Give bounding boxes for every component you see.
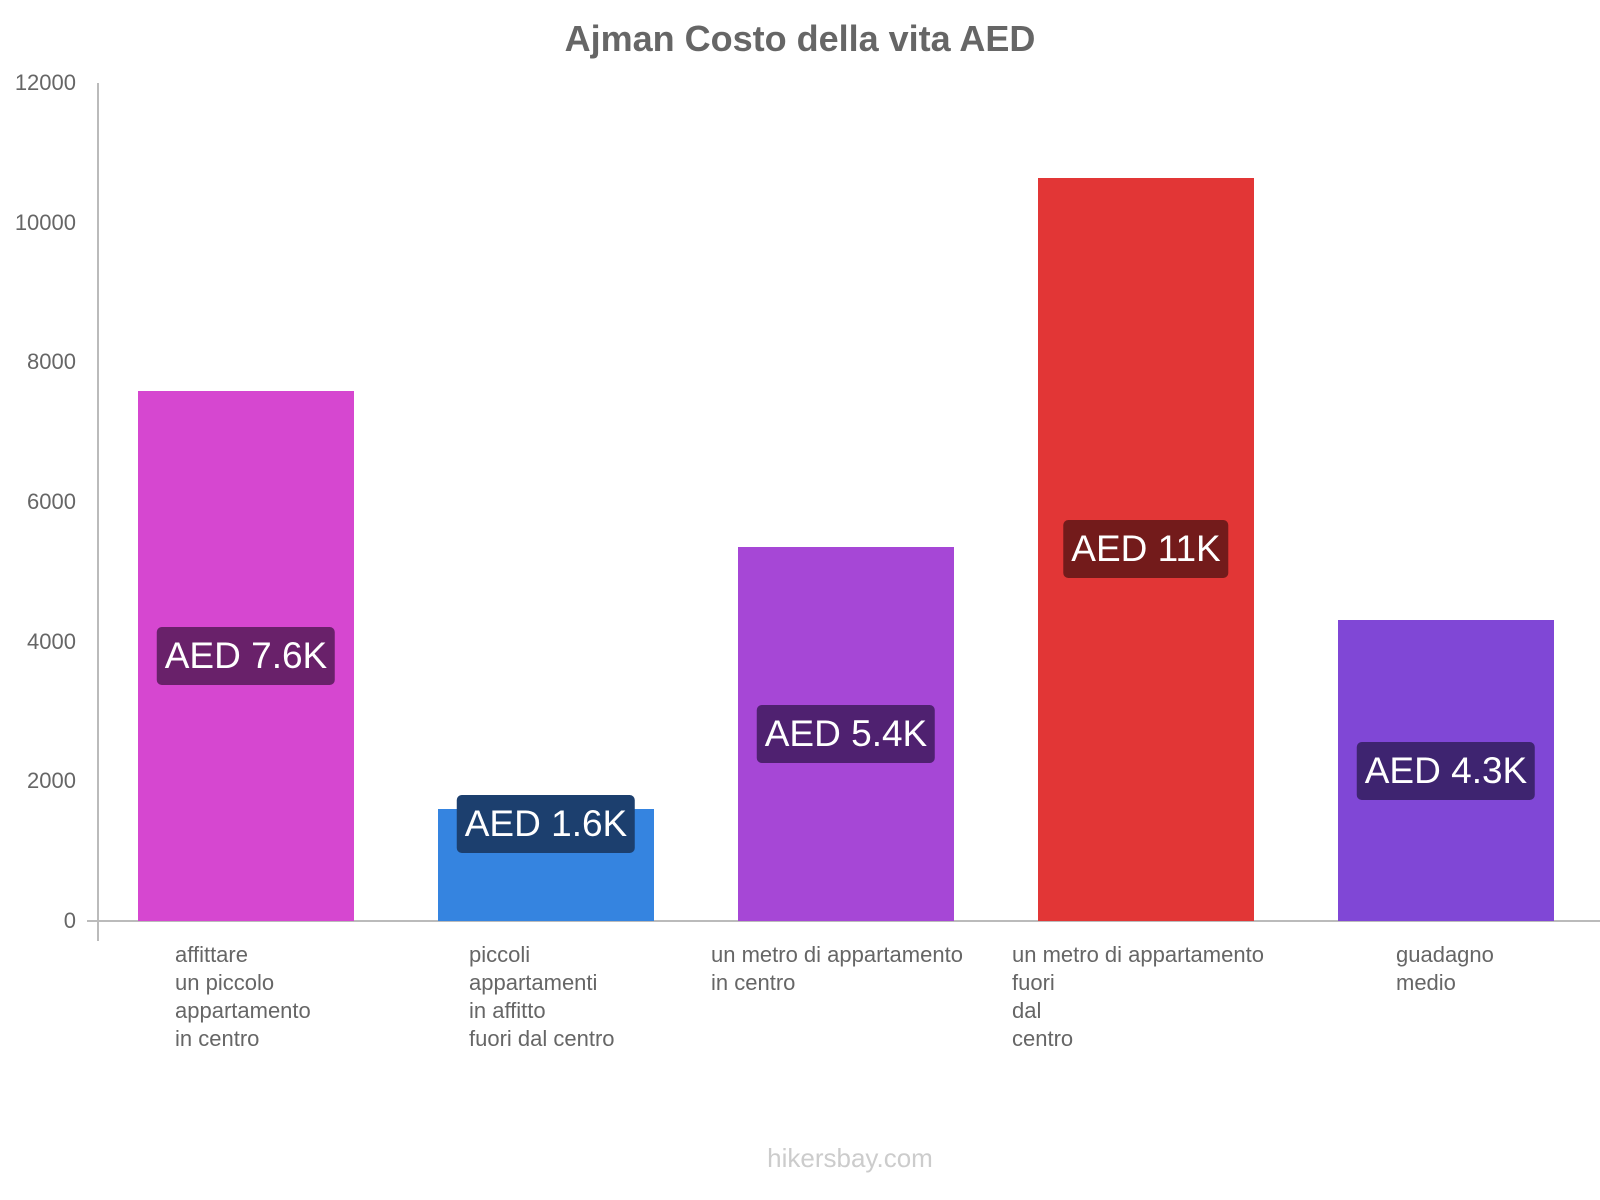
y-tick-label: 6000	[27, 489, 76, 514]
x-tick-label: un metro di appartamento in centro	[711, 942, 963, 995]
bar[interactable]: AED 11K	[1038, 177, 1254, 921]
bar[interactable]: AED 4.3K	[1338, 620, 1554, 921]
y-tick-label: 8000	[27, 349, 76, 375]
bar[interactable]: AED 7.6K	[138, 390, 354, 921]
y-tick-label: 0	[63, 908, 76, 933]
bar-value-label: AED 1.6K	[456, 795, 636, 854]
bar[interactable]: AED 5.4K	[738, 547, 954, 921]
y-tick-label: 12000	[14, 70, 76, 95]
x-tick-label: affittare un piccolo appartamento in cen…	[175, 942, 311, 1051]
y-axis-line	[97, 83, 99, 941]
x-tick-label: un metro di appartamento fuori dal centr…	[1012, 942, 1264, 1051]
bar-value-label: AED 7.6K	[156, 626, 336, 685]
bar-value-label: AED 5.4K	[756, 705, 936, 764]
x-tick-label: piccoli appartamenti in affitto fuori da…	[469, 942, 615, 1051]
y-tick-mark	[87, 920, 97, 922]
y-tick-label: 4000	[27, 628, 76, 654]
bar-value-label: AED 4.3K	[1356, 741, 1536, 800]
x-axis-line	[87, 920, 1600, 922]
y-tick-label: 2000	[27, 768, 76, 794]
bar[interactable]: AED 1.6K	[438, 795, 654, 921]
chart-title: Ajman Costo della vita AED	[564, 18, 1036, 59]
y-tick-label: 10000	[14, 209, 76, 235]
x-tick-label: guadagno medio	[1396, 942, 1494, 995]
source-watermark: hikersbay.com	[767, 1143, 933, 1173]
bar-value-label: AED 11K	[1063, 520, 1229, 579]
